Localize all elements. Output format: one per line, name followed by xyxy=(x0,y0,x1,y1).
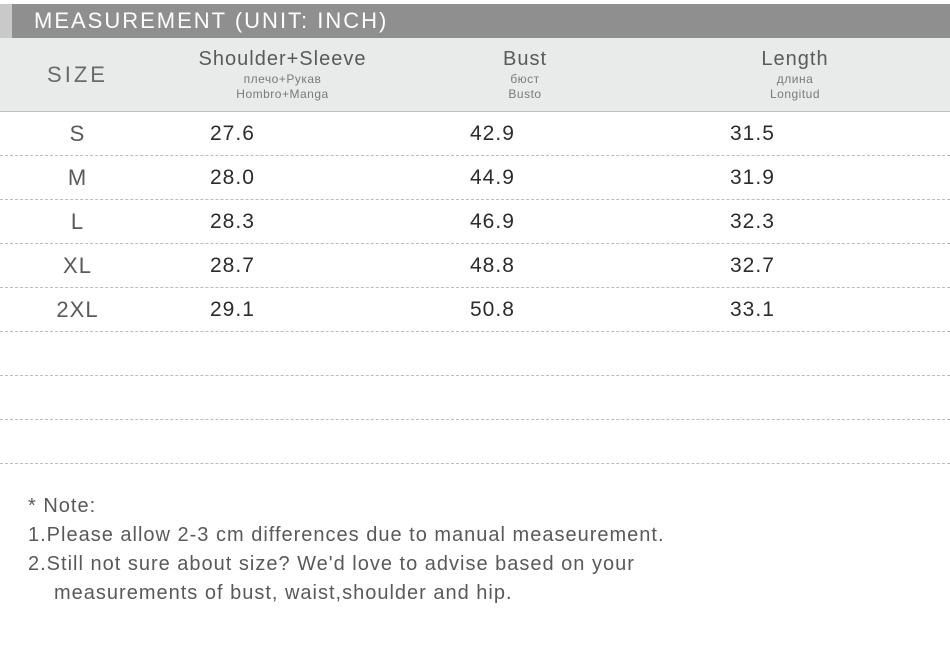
size-cell: XL xyxy=(0,253,155,279)
header-col-shoulder-sleeve: Shoulder+Sleeve плечо+Рукав Hombro+Manga xyxy=(155,48,410,101)
value-bust: 48.8 xyxy=(410,254,640,278)
table-row: XL28.748.832.7 xyxy=(0,244,950,288)
value-bust: 44.9 xyxy=(410,166,640,190)
measurement-chart: MEASUREMENT (UNIT: INCH) SIZE Shoulder+S… xyxy=(0,0,950,650)
size-cell: L xyxy=(0,209,155,235)
value-shoulder-sleeve: 27.6 xyxy=(155,122,410,146)
empty-row xyxy=(0,376,950,420)
table-row: S27.642.931.5 xyxy=(0,112,950,156)
value-bust: 50.8 xyxy=(410,298,640,322)
value-length: 31.9 xyxy=(640,166,950,190)
value-length: 31.5 xyxy=(640,122,950,146)
empty-row xyxy=(0,420,950,464)
header-col-bust: Bust бюст Busto xyxy=(410,48,640,101)
table-header: SIZE Shoulder+Sleeve плечо+Рукав Hombro+… xyxy=(0,38,950,112)
value-shoulder-sleeve: 29.1 xyxy=(155,298,410,322)
note-line-1: 1.Please allow 2-3 cm differences due to… xyxy=(28,521,950,550)
table-row: 2XL29.150.833.1 xyxy=(0,288,950,332)
value-length: 33.1 xyxy=(640,298,950,322)
header-sub-ru: плечо+Рукав xyxy=(244,72,322,86)
title-bar: MEASUREMENT (UNIT: INCH) xyxy=(12,4,950,38)
header-sub-ru: бюст xyxy=(510,72,539,86)
size-cell: M xyxy=(0,165,155,191)
title-text: MEASUREMENT (UNIT: INCH) xyxy=(34,8,388,33)
table-body: S27.642.931.5M28.044.931.9L28.346.932.3X… xyxy=(0,112,950,464)
size-cell: S xyxy=(0,121,155,147)
size-cell: 2XL xyxy=(0,297,155,323)
header-main: Length xyxy=(761,48,828,71)
header-sub-es: Longitud xyxy=(770,87,820,101)
header-main: Shoulder+Sleeve xyxy=(199,48,367,71)
note-block: * Note: 1.Please allow 2-3 cm difference… xyxy=(0,492,950,608)
header-col-length: Length длина Longitud xyxy=(640,48,950,101)
value-shoulder-sleeve: 28.3 xyxy=(155,210,410,234)
value-length: 32.3 xyxy=(640,210,950,234)
value-bust: 46.9 xyxy=(410,210,640,234)
value-bust: 42.9 xyxy=(410,122,640,146)
header-main: Bust xyxy=(503,48,547,71)
empty-row xyxy=(0,332,950,376)
header-sub-es: Hombro+Manga xyxy=(236,87,328,101)
value-shoulder-sleeve: 28.7 xyxy=(155,254,410,278)
header-sub-ru: длина xyxy=(777,72,814,86)
note-heading: * Note: xyxy=(28,492,950,521)
note-line-2a: 2.Still not sure about size? We'd love t… xyxy=(28,550,950,579)
header-size: SIZE xyxy=(0,48,155,101)
note-line-2b: measurements of bust, waist,shoulder and… xyxy=(28,579,950,608)
value-shoulder-sleeve: 28.0 xyxy=(155,166,410,190)
header-sub-es: Busto xyxy=(508,87,541,101)
table-row: M28.044.931.9 xyxy=(0,156,950,200)
value-length: 32.7 xyxy=(640,254,950,278)
table-row: L28.346.932.3 xyxy=(0,200,950,244)
header-size-label: SIZE xyxy=(47,62,108,88)
